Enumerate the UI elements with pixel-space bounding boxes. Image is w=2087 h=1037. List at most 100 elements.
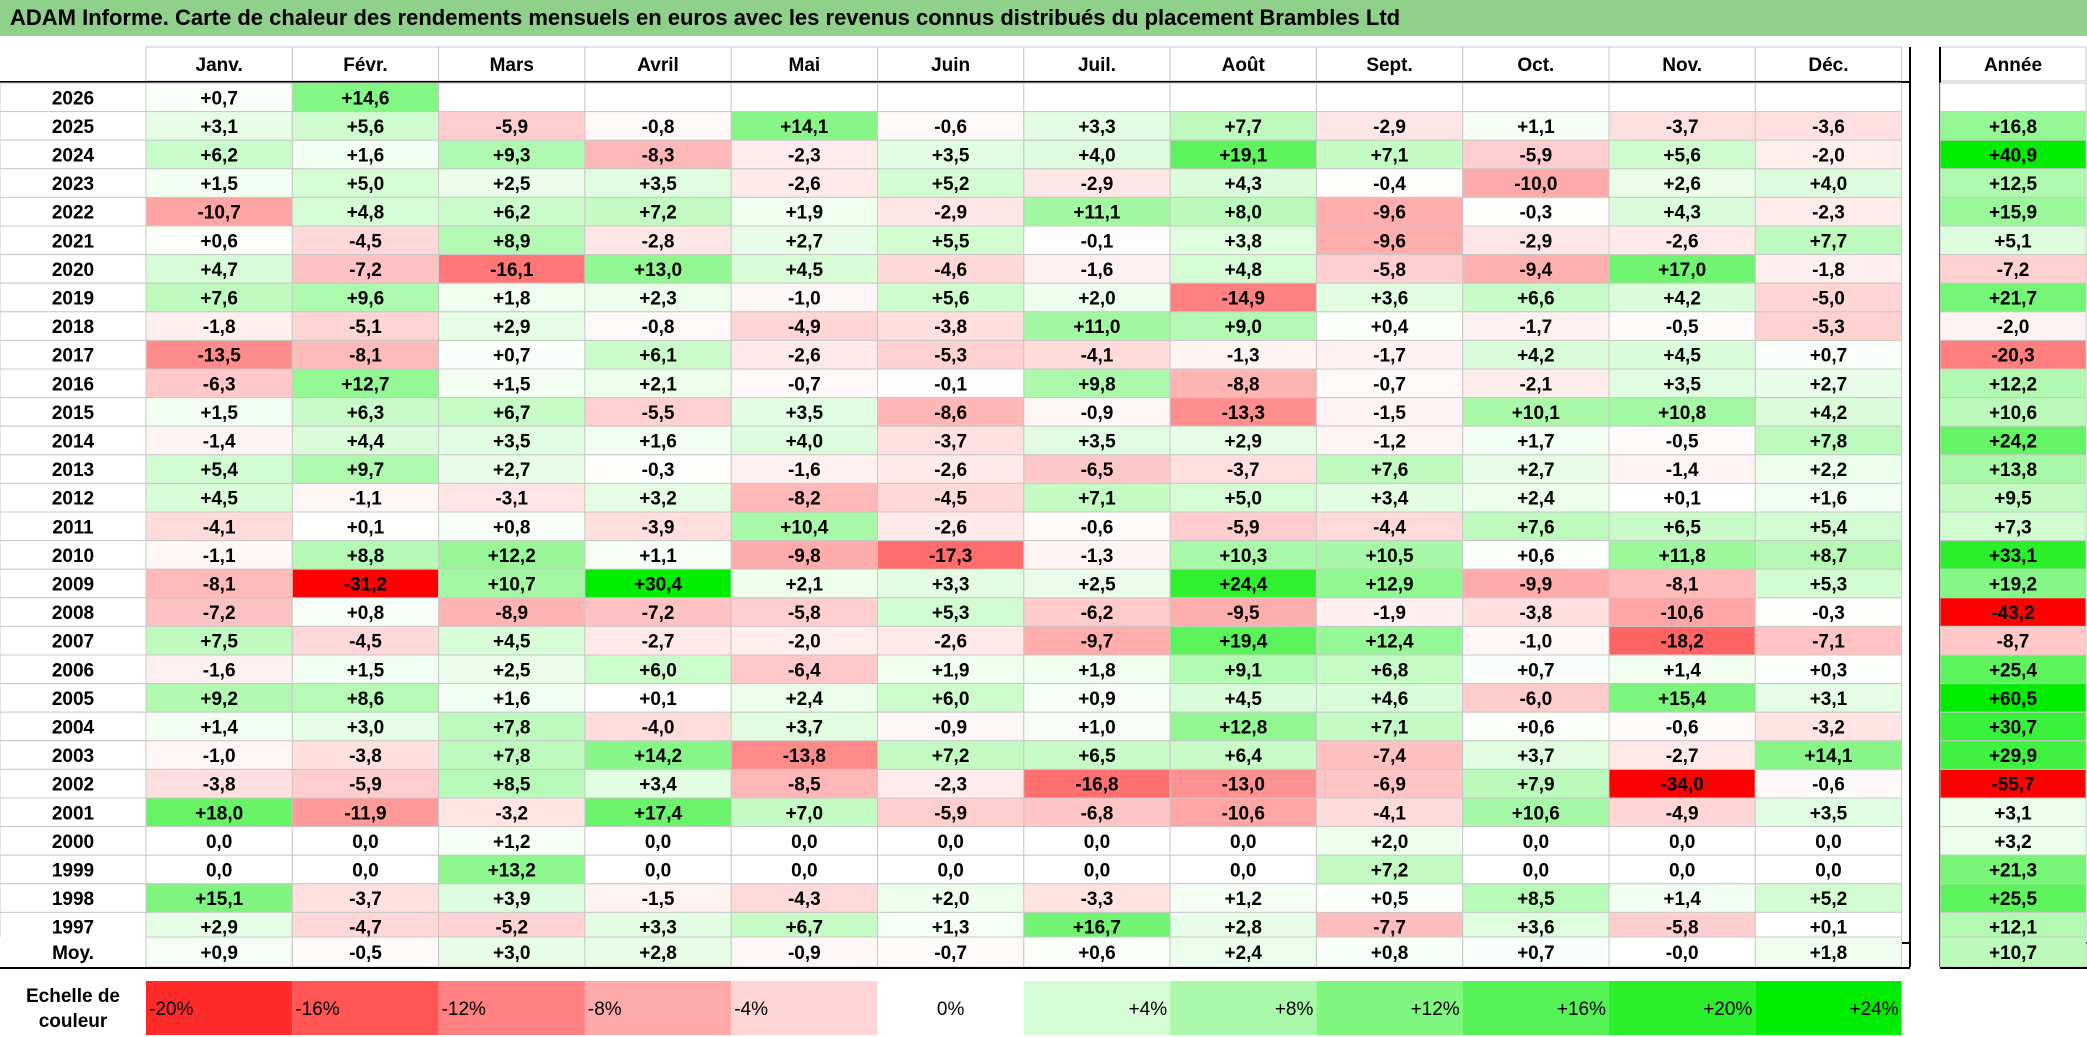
- average-cell-value: -0,9: [788, 943, 821, 964]
- heatmap-cell: [145, 254, 293, 284]
- heatmap-cell: [730, 740, 879, 770]
- heatmap-cell: [1023, 454, 1171, 484]
- annual-cell: [1939, 540, 2087, 570]
- annual-cell: [1939, 768, 2087, 799]
- heatmap-cell-value: -9,6: [1373, 203, 1406, 224]
- heatmap-cell: [877, 768, 1025, 799]
- heatmap-cell: [145, 225, 293, 256]
- heatmap-cell-value: 0,0: [1815, 861, 1841, 882]
- annual-cell-value: +16,8: [1989, 117, 2037, 138]
- month-header-label: Avril: [637, 55, 679, 76]
- heatmap-cell-value: +4,2: [1810, 403, 1848, 424]
- heatmap-cell-value: 0,0: [1084, 861, 1110, 882]
- year-label: 2023: [52, 174, 94, 195]
- heatmap-cell-value: +4,0: [1810, 174, 1848, 195]
- heatmap-cell: [438, 683, 586, 713]
- scale-swatch: [292, 981, 439, 1035]
- annual-cell: [1939, 826, 2087, 856]
- heatmap-cell-value: +3,5: [932, 146, 970, 167]
- heatmap-cell-value: -18,2: [1660, 632, 1703, 653]
- heatmap-cell-value: +0,4: [1371, 317, 1409, 338]
- heatmap-cell: [1608, 568, 1756, 599]
- heatmap-cell-value: +6,6: [1517, 289, 1555, 310]
- heatmap-cell-value: +8,6: [347, 689, 385, 710]
- average-cell-value: -0,5: [349, 943, 382, 964]
- heatmap-cell-value: -17,3: [929, 546, 972, 567]
- heatmap-cell-value: +12,9: [1366, 575, 1414, 596]
- heatmap-cell-value: -2,3: [788, 146, 821, 167]
- heatmap-cell-value: +18,0: [195, 803, 243, 824]
- heatmap-cell-value: +1,2: [493, 832, 531, 853]
- heatmap-cell-value: +2,4: [1517, 489, 1555, 510]
- heatmap-cell: [730, 711, 879, 742]
- heatmap-cell: [1754, 254, 1903, 284]
- heatmap-cell: [291, 111, 440, 141]
- heatmap-cell-value: +4,5: [1224, 689, 1262, 710]
- annual-cell-value: -43,2: [1991, 603, 2034, 624]
- heatmap-cell-value: +11,0: [1073, 317, 1120, 338]
- scale-label-line1: Echelle de: [26, 986, 120, 1007]
- heatmap-cell-value: +7,0: [786, 803, 824, 824]
- heatmap-cell-value: -2,9: [934, 203, 967, 224]
- heatmap-cell-value: -4,9: [788, 317, 821, 338]
- heatmap-cell: [584, 139, 732, 170]
- heatmap-cell-value: -1,8: [1812, 260, 1845, 281]
- average-cell-value: +0,8: [1371, 943, 1409, 964]
- year-label: 2010: [52, 546, 94, 567]
- heatmap-cell: [145, 797, 293, 828]
- heatmap-cell-value: 0,0: [791, 832, 817, 853]
- heatmap-cell-value: -2,6: [788, 174, 821, 195]
- heatmap-cell: [584, 311, 732, 341]
- heatmap-cell-value: +1,9: [786, 203, 824, 224]
- year-label: 2012: [52, 489, 94, 510]
- heatmap-cell: [1462, 368, 1610, 399]
- heatmap-cell-value: +4,2: [1663, 289, 1701, 310]
- average-annual-cell: [1939, 936, 2087, 968]
- heatmap-cell-value: +3,1: [200, 117, 238, 138]
- heatmap-cell: [730, 511, 879, 542]
- heatmap-cell-value: +14,2: [634, 746, 682, 767]
- heatmap-cell-value: +13,2: [488, 861, 536, 882]
- heatmap-cell: [584, 625, 732, 656]
- heatmap-cell: [1462, 454, 1610, 484]
- heatmap-cell-value: -2,3: [934, 775, 967, 796]
- heatmap-cell-value: -5,0: [1812, 289, 1845, 310]
- heatmap-cell: [1023, 511, 1171, 542]
- heatmap-cell-value: -8,1: [203, 575, 236, 596]
- heatmap-cell: [145, 625, 293, 656]
- heatmap-cell-value: -7,2: [349, 260, 382, 281]
- heatmap-cell: [1754, 854, 1903, 885]
- annual-cell: [1939, 854, 2087, 885]
- heatmap-cell: [145, 454, 293, 484]
- annual-cell: [1939, 139, 2087, 170]
- heatmap-cell-value: +4,7: [200, 260, 238, 281]
- month-header-label: Mars: [490, 55, 534, 76]
- heatmap-cell: [877, 854, 1025, 885]
- heatmap-cell-value: -16,1: [490, 260, 534, 281]
- heatmap-cell-value: +8,0: [1224, 203, 1262, 224]
- annual-cell: [1939, 911, 2087, 942]
- heatmap-cell: [584, 225, 732, 256]
- scale-swatch: [1316, 981, 1463, 1035]
- annual-cell-value: +12,1: [1989, 918, 2038, 939]
- heatmap-cell-value: +2,7: [1810, 374, 1848, 395]
- average-cell: [1754, 936, 1903, 968]
- heatmap-cell: [1608, 540, 1756, 570]
- heatmap-cell: [1169, 111, 1317, 141]
- heatmap-cell-value: +4,2: [1517, 346, 1555, 367]
- annual-cell-value: +7,3: [1994, 517, 2032, 538]
- heatmap-cell-value: +3,6: [1517, 918, 1555, 939]
- heatmap-cell: [1169, 196, 1317, 227]
- annual-cell: [1939, 111, 2087, 141]
- annual-cell-value: +25,5: [1989, 889, 2038, 910]
- heatmap-cell: [1754, 168, 1903, 198]
- heatmap-cell: [1169, 511, 1317, 542]
- heatmap-cell: [1169, 482, 1317, 513]
- heatmap-cell-value: +2,2: [1810, 460, 1848, 481]
- month-header-label: Août: [1222, 55, 1266, 76]
- heatmap-cell-value: +6,4: [1224, 746, 1262, 767]
- heatmap-cell-value: -8,3: [642, 146, 675, 167]
- heatmap-cell-value: +7,6: [1517, 517, 1555, 538]
- heatmap-cell: [291, 454, 440, 484]
- annual-cell: [1939, 368, 2087, 399]
